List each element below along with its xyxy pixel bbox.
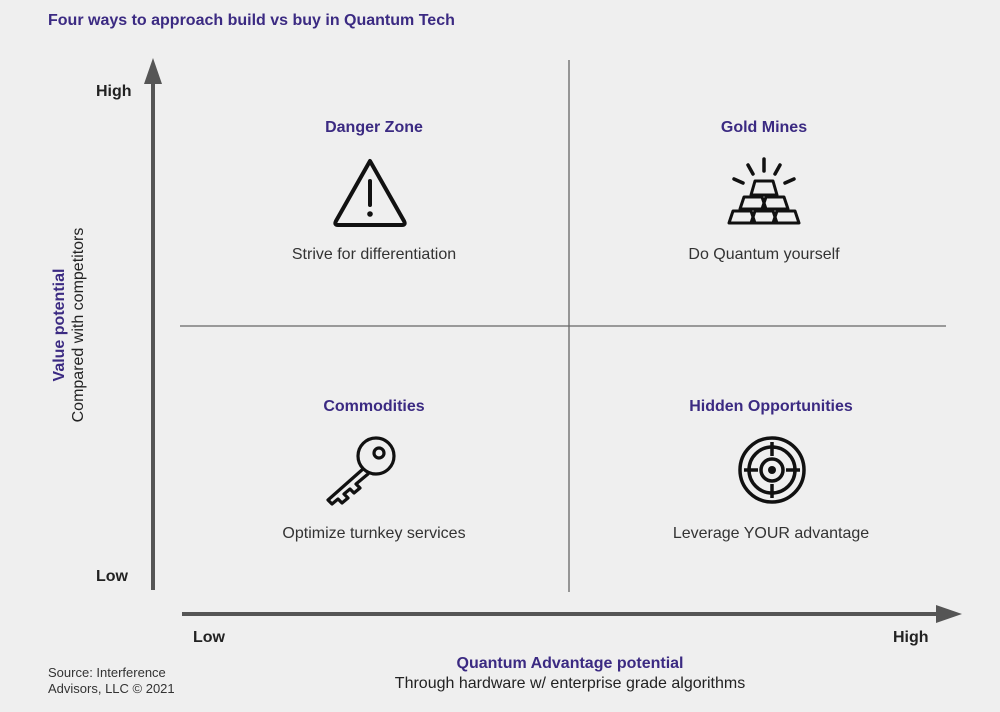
- quadrant-hidden-opportunities-title: Hidden Opportunities: [689, 398, 853, 415]
- x-axis-arrowhead: [936, 605, 962, 623]
- source-note: Source: Interference Advisors, LLC © 202…: [48, 665, 175, 696]
- y-axis-low-label: Low: [96, 568, 128, 585]
- x-axis-low-label: Low: [193, 629, 225, 646]
- y-axis-sublabel: Compared with competitors: [70, 227, 87, 423]
- key-icon: [326, 436, 396, 506]
- x-axis-high-label: High: [893, 629, 929, 646]
- quadrant-commodities-text: Optimize turnkey services: [282, 525, 466, 542]
- quadrant-commodities-title: Commodities: [323, 398, 425, 415]
- y-axis-arrowhead: [144, 58, 162, 84]
- gold-bars-icon: [727, 157, 801, 225]
- y-axis-high-label: High: [96, 83, 132, 100]
- x-axis-title: Quantum Advantage potential Through hard…: [300, 655, 840, 693]
- y-axis-title: Value potential Compared with competitor…: [51, 165, 89, 485]
- quadrant-gold-mines-text: Do Quantum yourself: [688, 246, 840, 263]
- x-axis-sublabel: Through hardware w/ enterprise grade alg…: [394, 675, 746, 692]
- quadrant-danger-zone-title: Danger Zone: [325, 119, 423, 136]
- x-axis-label: Quantum Advantage potential: [456, 655, 684, 672]
- page-title: Four ways to approach build vs buy in Qu…: [48, 12, 455, 29]
- quadrant-danger-zone-text: Strive for differentiation: [291, 246, 457, 263]
- target-icon: [738, 436, 806, 504]
- warning-icon: [333, 159, 407, 227]
- quadrant-hidden-opportunities-text: Leverage YOUR advantage: [672, 525, 870, 542]
- y-axis-label: Value potential: [51, 268, 68, 382]
- quadrant-gold-mines-title: Gold Mines: [720, 119, 808, 136]
